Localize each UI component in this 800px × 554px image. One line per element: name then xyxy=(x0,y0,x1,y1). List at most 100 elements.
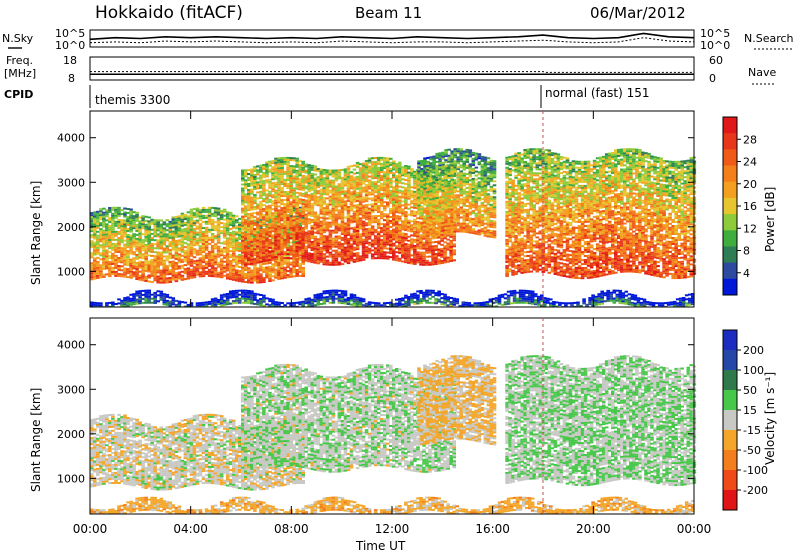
power-cell xyxy=(141,257,145,259)
power-cell xyxy=(160,254,164,256)
power-cell xyxy=(335,240,339,242)
power-cell xyxy=(247,249,251,251)
power-cell xyxy=(205,247,209,249)
power-cell xyxy=(338,201,342,203)
power-cell xyxy=(111,229,115,231)
power-cell xyxy=(141,221,145,223)
power-cell xyxy=(368,224,372,226)
power-cell xyxy=(353,259,357,261)
power-cell xyxy=(398,208,402,210)
power-cell xyxy=(413,201,417,203)
power-cell xyxy=(380,197,384,199)
power-cell xyxy=(323,221,327,223)
power-cell xyxy=(323,203,327,205)
power-cell xyxy=(338,199,342,201)
power-cell xyxy=(172,279,176,281)
power-cell xyxy=(392,160,396,162)
power-cell xyxy=(111,273,115,275)
power-cell xyxy=(111,209,115,211)
cpid-label: CPID xyxy=(4,88,33,101)
power-cell xyxy=(413,199,417,201)
power-cell xyxy=(292,230,296,232)
power-cell xyxy=(129,231,133,233)
power-cell xyxy=(368,192,372,194)
power-cell xyxy=(262,176,266,178)
power-cell xyxy=(111,219,115,221)
power-cell xyxy=(217,226,221,228)
power-cell xyxy=(323,191,327,193)
power-cell xyxy=(141,225,145,227)
power-cell xyxy=(172,277,176,279)
power-cell xyxy=(289,173,293,175)
power-cell xyxy=(232,253,236,255)
power-cell xyxy=(398,236,402,238)
power-cell xyxy=(262,180,266,182)
power-cell xyxy=(353,183,357,185)
power-cell xyxy=(292,195,296,197)
power-cell xyxy=(265,220,269,222)
power-cell xyxy=(277,173,281,175)
power-cell xyxy=(292,254,296,256)
power-cell xyxy=(117,245,121,247)
power-cell xyxy=(368,232,372,234)
power-cell xyxy=(232,239,236,241)
power-cell xyxy=(111,271,115,273)
power-cell xyxy=(389,158,393,160)
power-cell xyxy=(247,225,251,227)
power-cell xyxy=(247,213,251,215)
power-cell xyxy=(247,217,251,219)
power-cell xyxy=(126,242,130,244)
power-cell xyxy=(223,209,227,211)
power-cell xyxy=(398,250,402,252)
power-cell xyxy=(156,282,160,284)
power-cell xyxy=(96,251,100,253)
power-cell xyxy=(247,195,251,197)
power-cell xyxy=(280,201,284,203)
power-cell xyxy=(368,212,372,214)
power-cell xyxy=(383,229,387,231)
power-cell xyxy=(404,233,408,235)
power-cell xyxy=(323,253,327,255)
power-cell xyxy=(111,213,115,215)
power-cell xyxy=(292,201,296,203)
power-cell xyxy=(398,212,402,214)
power-cell xyxy=(413,197,417,199)
power-cell xyxy=(292,234,296,236)
power-cell xyxy=(307,260,311,262)
power-cell xyxy=(187,239,191,241)
power-cell xyxy=(111,225,115,227)
power-cell xyxy=(208,243,212,245)
power-cell xyxy=(407,182,411,184)
power-cell xyxy=(214,259,218,261)
power-cell xyxy=(217,274,221,276)
power-cell xyxy=(247,269,251,271)
power-cell xyxy=(96,219,100,221)
power-cell xyxy=(247,279,251,281)
power-cell xyxy=(156,243,160,245)
power-cell xyxy=(338,183,342,185)
power-cell xyxy=(292,165,296,167)
power-cell xyxy=(338,262,342,264)
power-cell xyxy=(138,231,142,233)
power-cell xyxy=(262,244,266,246)
power-cell xyxy=(117,215,121,217)
power-cell xyxy=(156,235,160,237)
power-cell xyxy=(383,165,387,167)
power-cell xyxy=(277,233,281,235)
power-cell xyxy=(156,256,160,258)
power-cell xyxy=(126,216,130,218)
power-cell xyxy=(217,276,221,278)
power-cell xyxy=(156,225,160,227)
power-cell xyxy=(262,192,266,194)
power-cell xyxy=(398,200,402,202)
power-cell xyxy=(217,212,221,214)
power-cell xyxy=(96,239,100,241)
power-cell xyxy=(111,243,115,245)
power-cell xyxy=(262,172,266,174)
power-cell xyxy=(187,245,191,247)
power-cell xyxy=(277,254,281,256)
power-cell xyxy=(156,241,160,243)
power-cell xyxy=(365,254,369,256)
power-cell xyxy=(262,250,266,252)
power-cell xyxy=(247,177,251,179)
